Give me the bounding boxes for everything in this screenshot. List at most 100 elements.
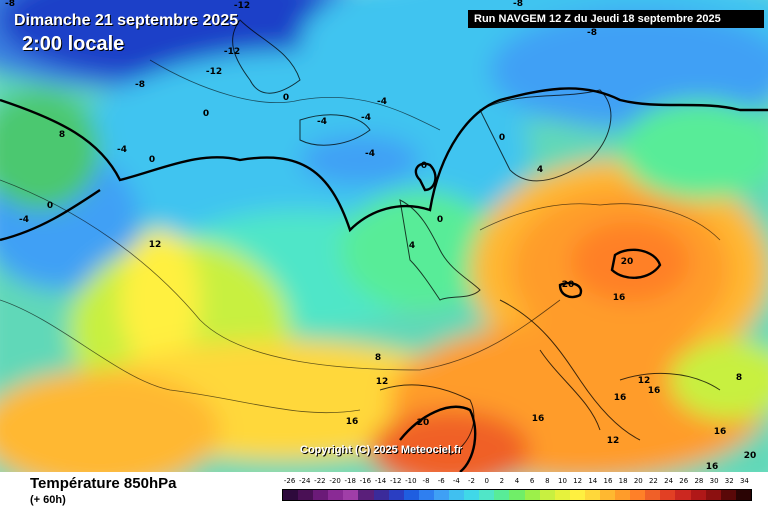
color-scale-label: 10 [558, 477, 567, 485]
color-scale-swatch [690, 490, 706, 500]
color-scale-label: -4 [452, 477, 460, 485]
color-scale-swatch [660, 490, 676, 500]
contour-label: 12 [149, 240, 162, 250]
contour-label: 0 [47, 201, 53, 211]
color-scale-swatch [554, 490, 570, 500]
contour-label: -12 [224, 47, 240, 57]
contour-label: -4 [317, 117, 327, 127]
contour-label: -8 [513, 0, 523, 9]
forecast-local-time: 2:00 locale [22, 33, 125, 55]
color-scale-label: -24 [299, 477, 311, 485]
contour-label: 0 [283, 93, 289, 103]
color-scale-label: -18 [344, 477, 356, 485]
contour-label: -4 [117, 145, 127, 155]
color-scale-swatch [645, 490, 661, 500]
color-scale-label: 18 [618, 477, 628, 485]
color-scale-label: 34 [739, 477, 749, 485]
contour-label: 12 [607, 436, 620, 446]
contour-label: 12 [376, 377, 389, 387]
color-scale-swatch [539, 490, 555, 500]
color-scale-swatch [358, 490, 374, 500]
contour-label: 20 [744, 451, 757, 461]
color-scale-swatch [283, 490, 299, 500]
contour-label: 0 [203, 109, 209, 119]
color-scale-swatch [524, 490, 540, 500]
contour-label: -12 [234, 1, 250, 11]
color-scale-label: -20 [329, 477, 341, 485]
contour-label: 16 [648, 386, 661, 396]
color-scale-swatch [599, 490, 616, 500]
color-scale-label: -10 [405, 477, 417, 485]
contour-label: 12 [638, 376, 651, 386]
color-scale-swatch [373, 490, 389, 500]
temperature-field [0, 0, 768, 472]
color-scale-swatch [705, 490, 721, 500]
color-scale-swatch [569, 490, 585, 500]
color-scale-swatch [464, 490, 480, 500]
contour-label: 16 [346, 417, 359, 427]
contour-label: -4 [377, 97, 387, 107]
footer-panel: Température 850hPa (+ 60h) -26 -24 -22 -20-… [0, 472, 768, 512]
contour-label: -12 [206, 67, 222, 77]
color-scale-label: 24 [664, 477, 674, 485]
color-scale-swatch [449, 490, 465, 500]
contour-label: 4 [409, 241, 415, 251]
color-scale-label: -22 [314, 477, 326, 485]
color-scale-label: 2 [499, 477, 505, 485]
contour-value-labels: -8 -12-12-12-8-8-80 -4-4-4-4000-4004-40812… [5, 0, 756, 472]
contour-label: 16 [532, 414, 545, 424]
contour-label: 4 [537, 165, 543, 175]
color-scale-label: 14 [588, 477, 598, 485]
contour-label: -4 [19, 215, 29, 225]
color-scale-labels: -26 -24 -22 -20 -18 -16 -14 -12 -10 -8 -6 -4 -2 0 2 4 6 8… [282, 477, 752, 487]
color-scale-swatch [298, 490, 314, 500]
contour-label: -8 [135, 80, 145, 90]
color-scale-label: 16 [603, 477, 613, 485]
contour-lines [0, 87, 768, 472]
contour-label: 0 [149, 155, 155, 165]
color-scale-swatch [615, 490, 631, 500]
contour-label: -4 [361, 113, 371, 123]
parameter-title: Température 850hPa [30, 475, 177, 492]
contour-label: 20 [621, 257, 634, 267]
color-scale-swatch [735, 490, 751, 500]
color-scale-swatch [720, 490, 736, 500]
contour-label: 8 [736, 373, 742, 383]
color-scale-label: 22 [648, 477, 658, 485]
contour-label: -4 [365, 149, 375, 159]
color-scale-swatch [494, 490, 510, 500]
color-scale-swatch [388, 490, 404, 500]
color-scale-swatch [403, 490, 419, 500]
forecast-date: Dimanche 21 septembre 2025 [14, 12, 239, 29]
color-scale-swatch [328, 490, 344, 500]
model-run-banner: Run NAVGEM 12 Z du Jeudi 18 septembre 20… [468, 10, 764, 28]
contour-label: 16 [613, 293, 626, 303]
copyright-notice: Copyright (C) 2025 Meteociel.fr [300, 444, 462, 456]
color-scale-label: -16 [359, 477, 372, 485]
contour-label: 8 [59, 130, 65, 140]
color-scale-swatch [433, 490, 450, 500]
color-scale-label: -8 [422, 477, 430, 485]
contour-label: 20 [562, 280, 575, 290]
color-scale-label: -14 [374, 477, 387, 485]
contour-label: 16 [714, 427, 727, 437]
color-scale-label: 20 [633, 477, 643, 485]
contour-label: 16 [614, 393, 627, 403]
color-scale-label: 6 [529, 477, 535, 485]
color-scale-swatch [509, 490, 525, 500]
color-scale-label: 30 [709, 477, 719, 485]
contour-label: 0 [421, 161, 427, 171]
color-scale-label: 0 [484, 477, 489, 485]
color-scale-swatch [313, 490, 329, 500]
color-scale-bar [282, 489, 752, 501]
contour-label: -8 [587, 28, 597, 38]
contour-label: 16 [706, 462, 719, 472]
contour-label: 20 [417, 418, 430, 428]
color-scale-label: 28 [694, 477, 704, 485]
temperature-map: -8 -12-12-12-8-8-80 -4-4-4-4000-4004-40812… [0, 0, 768, 472]
color-scale-swatch [584, 490, 600, 500]
forecast-lead-time: (+ 60h) [30, 494, 66, 506]
color-scale-label: -26 [283, 477, 296, 485]
color-scale-label: 32 [724, 477, 734, 485]
color-scale-label: -6 [437, 477, 445, 485]
